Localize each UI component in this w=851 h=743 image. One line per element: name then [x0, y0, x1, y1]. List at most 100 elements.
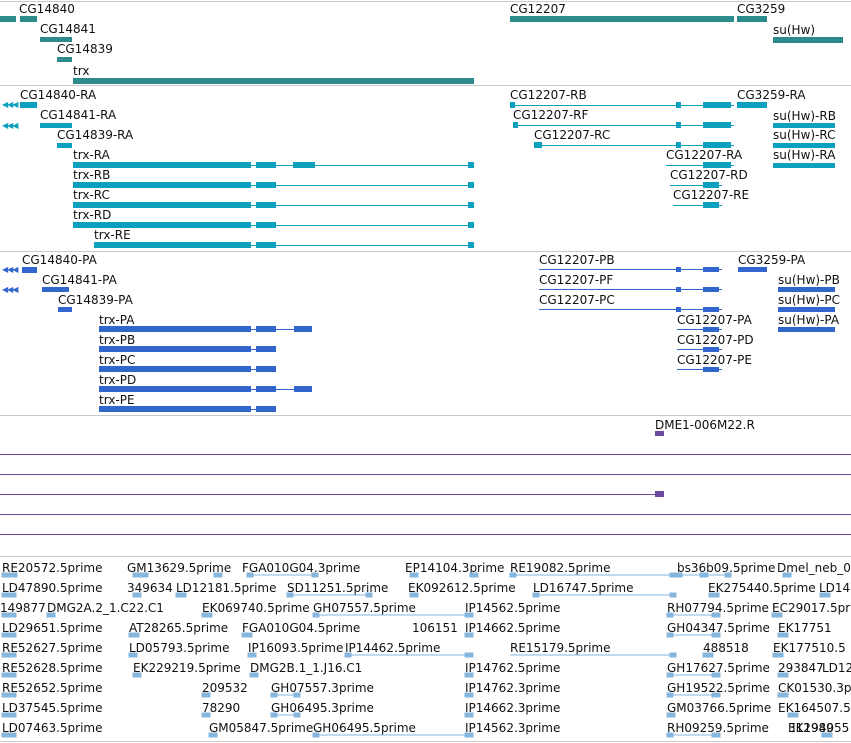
transcript-label: su(Hw)-RA — [773, 148, 836, 162]
transcript-label: CG14839-RA — [57, 128, 134, 142]
est-label[interactable]: GH07557.5prime — [313, 601, 416, 615]
est-label[interactable]: IP14762.5prime — [465, 661, 561, 675]
transcript-label: CG12207-RA — [666, 148, 743, 162]
clone-line[interactable] — [0, 514, 851, 515]
est-label[interactable]: LD05793.5prime — [129, 641, 230, 655]
est-label[interactable]: 106151 — [412, 621, 458, 635]
est-label[interactable]: Dmel_neb_0 — [777, 561, 851, 575]
est-label[interactable]: 209532 — [202, 681, 248, 695]
clone-line[interactable] — [0, 534, 851, 535]
track-separator — [0, 251, 851, 252]
est-label[interactable]: LD07463.5prime — [2, 721, 103, 735]
protein-label: trx-PB — [99, 333, 136, 347]
protein-label: su(Hw)-PC — [778, 293, 841, 307]
est-label[interactable]: LD37545.5prime — [2, 701, 103, 715]
protein-label: trx-PA — [99, 313, 135, 327]
est-label[interactable]: GH04347.5prime — [667, 621, 770, 635]
protein-label: CG3259-PA — [738, 253, 806, 267]
protein-label: CG12207-PA — [677, 313, 752, 327]
est-label[interactable]: GM03766.5prime — [667, 701, 772, 715]
transcript-label: CG12207-RE — [673, 188, 750, 202]
protein-label: CG14840-PA — [22, 253, 97, 267]
est-label[interactable]: FGA010G04.3prime — [242, 561, 361, 575]
track-separator — [0, 85, 851, 86]
est-label[interactable]: RE52627.5prime — [2, 641, 103, 655]
est-label[interactable]: LD47890.5prime — [2, 581, 103, 595]
est-label[interactable]: EK194055 — [788, 721, 850, 735]
est-label[interactable]: RE20572.5prime — [2, 561, 103, 575]
est-label[interactable]: EK092612.5prime — [408, 581, 516, 595]
est-label[interactable]: LD12 — [822, 661, 851, 675]
est-label[interactable]: 349634 — [127, 581, 173, 595]
est-label[interactable]: GM13629.5prime — [127, 561, 232, 575]
est-label[interactable]: GH06495.3prime — [271, 701, 374, 715]
est-label[interactable]: EK229219.5prime — [133, 661, 241, 675]
est-label[interactable]: IP14562.5prime — [465, 601, 561, 615]
est-label[interactable]: LD14 — [819, 581, 851, 595]
strand-arrows: ◀◀◀ — [2, 285, 19, 294]
est-label[interactable]: GM05847.5prime — [209, 721, 314, 735]
est-label[interactable]: RE15179.5prime — [510, 641, 611, 655]
est-label[interactable]: IP14462.5prime — [345, 641, 441, 655]
transcript-label: CG12207-RD — [670, 168, 748, 182]
transcript-label: CG14840-RA — [20, 88, 97, 102]
transcript-label: trx-RA — [73, 148, 110, 162]
est-label[interactable]: IP14662.3prime — [465, 701, 561, 715]
est-label[interactable]: LD12181.5prime — [176, 581, 277, 595]
est-label[interactable]: EK275440.5prime — [708, 581, 816, 595]
est-label[interactable]: GH06495.5prime — [313, 721, 416, 735]
est-label[interactable]: SD11251.5prime — [287, 581, 389, 595]
track-separator — [0, 415, 851, 416]
est-label[interactable]: 312989 — [788, 721, 834, 735]
est-label[interactable]: GH17627.5prime — [667, 661, 770, 675]
est-label[interactable]: IP16093.5prime — [248, 641, 344, 655]
transcript-label: trx-RC — [73, 188, 110, 202]
est-label[interactable]: 488518 — [703, 641, 749, 655]
clone-line[interactable] — [0, 474, 851, 475]
protein-label: trx-PE — [99, 393, 135, 407]
est-label[interactable]: DMG2A.2_1.C22.C1 — [47, 601, 164, 615]
clone-feature[interactable] — [655, 491, 664, 497]
clone-line[interactable] — [0, 454, 851, 455]
est-label[interactable]: IP14662.5prime — [465, 621, 561, 635]
est-label[interactable]: EC29017.5prime — [772, 601, 851, 615]
track-separator — [0, 1, 851, 2]
est-label[interactable]: RE52652.5prime — [2, 681, 103, 695]
est-label[interactable]: 293847 — [778, 661, 824, 675]
est-label[interactable]: CK01530.3p — [778, 681, 851, 695]
transcript-label: trx-RD — [73, 208, 112, 222]
est-label[interactable]: DMG2B.1_1.J16.C1 — [250, 661, 363, 675]
est-label[interactable]: RH09259.5prime — [667, 721, 769, 735]
est-label[interactable]: AT28265.5prime — [129, 621, 229, 635]
est-label[interactable]: IP14562.3prime — [465, 721, 561, 735]
est-label[interactable]: FGA010G04.5prime — [242, 621, 361, 635]
est-label[interactable]: EK069740.5prime — [202, 601, 310, 615]
est-label[interactable]: EK164507.5 — [778, 701, 851, 715]
est-label[interactable]: EP14104.3prime — [405, 561, 505, 575]
est-label[interactable]: bs36b09.5prime — [677, 561, 776, 575]
est-label[interactable]: EK17751 — [778, 621, 832, 635]
est-label[interactable]: GH07557.3prime — [271, 681, 374, 695]
est-label[interactable]: RE19082.5prime — [510, 561, 611, 575]
transcript-label: trx-RB — [73, 168, 111, 182]
clone-line[interactable] — [0, 494, 658, 495]
protein-label: CG12207-PF — [539, 273, 614, 287]
gene-label: CG3259 — [737, 2, 786, 16]
est-label[interactable]: GH19522.5prime — [667, 681, 770, 695]
transcript-label: CG12207-RB — [510, 88, 587, 102]
est-label[interactable]: 78290 — [202, 701, 241, 715]
est-label[interactable]: LD29651.5prime — [2, 621, 103, 635]
est-label[interactable]: RE52628.5prime — [2, 661, 103, 675]
est-label[interactable]: LD16747.5prime — [533, 581, 634, 595]
est-label[interactable]: 149877 — [0, 601, 46, 615]
est-label[interactable]: IP14762.3prime — [465, 681, 561, 695]
est-label[interactable]: RH07794.5prime — [667, 601, 769, 615]
transcript-label: su(Hw)-RB — [773, 109, 836, 123]
est-label[interactable]: EK177510.5 — [773, 641, 846, 655]
clone-feature[interactable] — [655, 431, 664, 436]
gene-label: CG14841 — [40, 22, 96, 36]
protein-label: CG12207-PE — [677, 353, 752, 367]
protein-label: CG14841-PA — [42, 273, 117, 287]
